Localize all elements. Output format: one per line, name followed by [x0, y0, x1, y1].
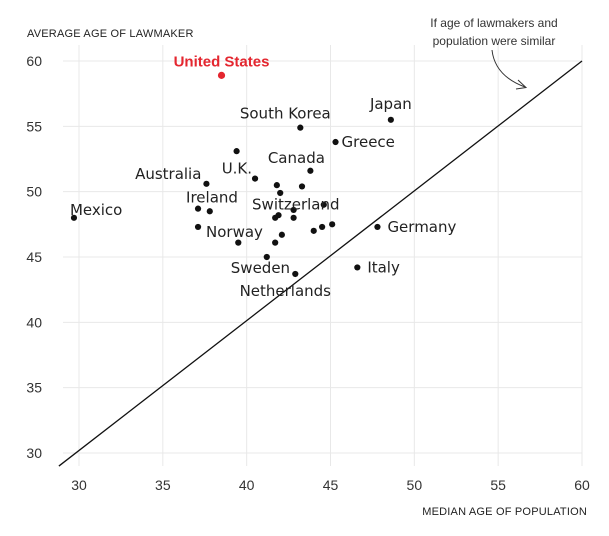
data-point-south-korea	[297, 124, 304, 131]
data-point-unlabeled-25	[235, 239, 242, 246]
data-point-unlabeled-23	[310, 227, 317, 234]
point-label-ireland: Ireland	[186, 189, 238, 207]
data-point-unlabeled-16	[272, 214, 279, 221]
x-tick-label-55: 55	[490, 477, 506, 493]
point-label-greece: Greece	[342, 133, 395, 151]
y-tick-label-45: 45	[26, 249, 42, 265]
point-label-germany: Germany	[387, 218, 456, 236]
data-point-unlabeled-26	[272, 239, 279, 246]
data-point-italy	[354, 264, 361, 271]
x-tick-label-30: 30	[71, 477, 87, 493]
point-label-norway: Norway	[206, 223, 263, 241]
data-point-unlabeled-9	[298, 183, 306, 190]
data-point-unlabeled-4	[233, 148, 240, 155]
data-point-japan	[387, 116, 394, 123]
data-point-unlabeled-8	[273, 182, 280, 189]
y-tick-label-50: 50	[26, 184, 42, 200]
data-point-switzerland	[320, 201, 327, 208]
gridlines	[63, 45, 583, 466]
reference-annotation-line-2: population were similar	[433, 34, 556, 48]
data-points	[70, 71, 394, 278]
data-point-mexico	[70, 214, 78, 221]
data-point-unlabeled-14	[290, 206, 297, 214]
reference-annotation-line-1: If age of lawmakers and	[430, 16, 557, 30]
y-tick-label-40: 40	[26, 314, 42, 330]
point-label-south-korea: South Korea	[240, 105, 331, 123]
y-tick-label-35: 35	[26, 380, 42, 396]
point-labels: United States Japan South Korea Greece Canad…	[70, 53, 457, 300]
point-label-australia: Australia	[135, 165, 201, 183]
data-point-germany	[374, 223, 381, 231]
y-tick-label-30: 30	[26, 445, 42, 461]
data-point-australia	[203, 180, 210, 187]
point-label-u-k: U.K.	[222, 160, 252, 178]
data-point-unlabeled-17	[290, 214, 297, 221]
data-point-netherlands	[292, 270, 299, 278]
tick-labels: 30 35 40 45 50 55 60 30 35 40 45 50 55 60	[26, 53, 590, 493]
point-label-canada: Canada	[268, 149, 325, 167]
data-point-unlabeled-19	[329, 221, 336, 228]
data-point-unlabeled-24	[278, 231, 285, 238]
x-tick-label-35: 35	[155, 477, 171, 493]
data-point-united-states	[217, 71, 226, 79]
y-tick-label-60: 60	[26, 53, 42, 69]
data-point-u-k	[251, 175, 259, 182]
data-point-norway	[194, 223, 202, 231]
x-tick-label-60: 60	[574, 477, 590, 493]
x-axis-title: MEDIAN AGE OF POPULATION	[422, 506, 587, 518]
data-point-sweden	[263, 253, 270, 261]
point-label-mexico: Mexico	[70, 201, 122, 219]
data-point-canada	[307, 167, 314, 174]
y-axis-title: AVERAGE AGE OF LAWMAKER	[27, 28, 194, 40]
data-point-unlabeled-20	[319, 223, 326, 231]
point-label-switzerland: Switzerland	[252, 196, 340, 214]
reference-annotation: If age of lawmakers and population were …	[430, 16, 558, 90]
data-point-unlabeled-13	[206, 208, 213, 215]
point-label-netherlands: Netherlands	[240, 282, 332, 300]
annotation-arrow	[491, 49, 526, 88]
point-label-sweden: Sweden	[231, 259, 290, 277]
x-tick-label-45: 45	[323, 477, 339, 493]
parity-reference-line	[58, 60, 583, 467]
point-label-japan: Japan	[369, 95, 412, 113]
x-tick-label-40: 40	[239, 477, 255, 493]
data-point-unlabeled-10	[277, 189, 284, 197]
point-label-united-states: United States	[174, 53, 270, 70]
y-tick-label-55: 55	[26, 118, 42, 134]
x-tick-label-50: 50	[407, 477, 423, 493]
data-point-greece	[332, 138, 339, 146]
annotation-arrowhead	[515, 79, 528, 90]
point-label-italy: Italy	[367, 258, 400, 276]
data-point-ireland	[194, 205, 202, 212]
